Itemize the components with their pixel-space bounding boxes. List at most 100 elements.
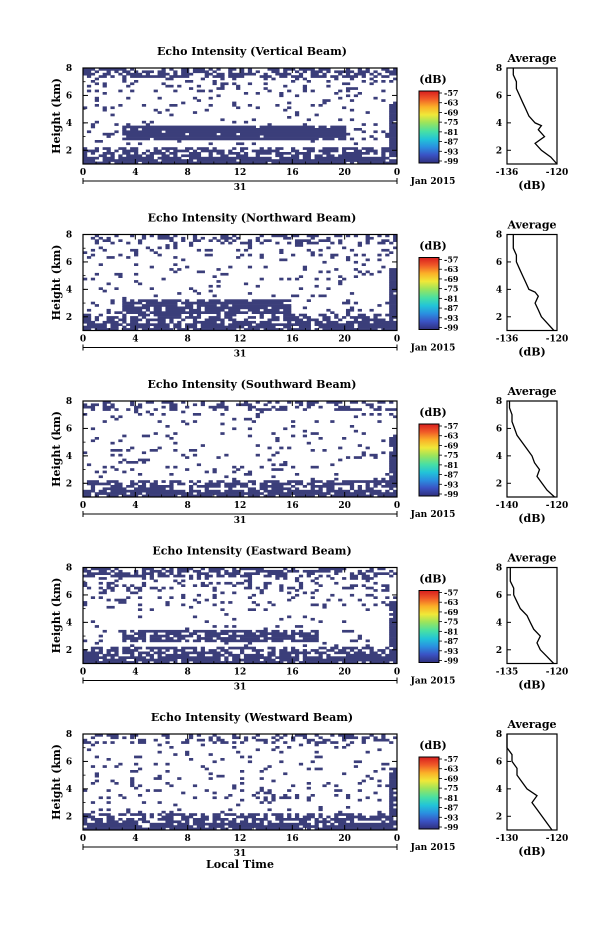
echo-cell <box>224 485 237 488</box>
echo-cell <box>98 808 103 812</box>
echo-cell <box>349 577 359 580</box>
echo-cell <box>134 755 143 759</box>
echo-cell <box>263 72 268 76</box>
echo-cell <box>157 649 162 652</box>
echo-cell <box>236 106 241 110</box>
echo-cell <box>279 796 292 800</box>
echo-cell <box>381 601 386 604</box>
echo-cell <box>126 311 147 314</box>
x-tick-label: 16 <box>286 501 299 511</box>
echo-cell <box>330 241 335 245</box>
echo-cell <box>291 425 296 428</box>
echo-cell <box>134 80 139 83</box>
echo-cell <box>369 405 374 409</box>
echo-cell <box>326 815 331 819</box>
echo-cell <box>393 661 398 664</box>
echo-cell <box>389 629 398 633</box>
echo-cell <box>130 82 135 86</box>
echo-cell <box>381 149 398 153</box>
echo-cell <box>302 77 308 81</box>
echo-cell <box>130 320 139 324</box>
echo-cell <box>153 432 158 435</box>
echo-cell <box>259 256 264 259</box>
echo-cell <box>196 463 202 467</box>
echo-cell <box>389 280 398 283</box>
echo-cell <box>369 308 374 312</box>
echo-cell <box>83 639 88 643</box>
echo-cell <box>181 101 186 105</box>
echo-cell <box>393 449 398 452</box>
echo-cell <box>369 413 374 416</box>
echo-cell <box>130 741 135 744</box>
echo-cell <box>130 629 135 633</box>
echo-cell <box>83 603 88 607</box>
echo-cell <box>267 801 272 804</box>
echo-cell <box>314 154 323 158</box>
date-day: 31 <box>234 516 247 526</box>
echo-cell <box>279 649 288 652</box>
echo-cell <box>232 827 253 831</box>
echo-cell <box>314 743 319 747</box>
echo-cell <box>353 760 362 764</box>
panel-5: Echo Intensity (Westward Beam)2468Height… <box>50 711 568 871</box>
echo-cell <box>338 241 343 245</box>
echo-cell <box>114 765 119 768</box>
echo-cell <box>389 798 398 802</box>
echo-cell <box>149 813 154 816</box>
echo-cell <box>149 449 158 452</box>
echo-cell <box>377 567 386 571</box>
echo-cell <box>263 608 268 611</box>
echo-cell <box>259 147 264 150</box>
echo-cell <box>216 494 245 498</box>
echo-cell <box>228 646 256 650</box>
echo-cell <box>110 415 115 419</box>
echo-cell <box>83 494 92 498</box>
echo-cell <box>389 401 394 404</box>
echo-cell <box>102 156 115 160</box>
echo-cell <box>306 572 315 575</box>
colorbar-tick-label: -69 <box>444 107 459 117</box>
echo-cell <box>349 593 355 597</box>
echo-cell <box>177 637 186 640</box>
echo-cell <box>294 244 304 247</box>
echo-cell <box>126 72 143 76</box>
echo-cell <box>314 320 323 324</box>
echo-cell <box>334 316 339 319</box>
echo-cell <box>212 236 217 240</box>
echo-cell <box>318 646 327 650</box>
echo-cell <box>134 251 139 254</box>
echo-cell <box>188 487 194 491</box>
echo-cell <box>145 318 166 322</box>
echo-cell <box>240 782 245 785</box>
echo-cell <box>149 586 158 590</box>
echo-cell <box>134 280 139 283</box>
echo-cell <box>255 444 260 447</box>
echo-cell <box>181 741 190 744</box>
echo-cell <box>294 796 300 800</box>
echo-cell <box>267 318 280 322</box>
echo-cell <box>381 152 386 155</box>
echo-cell <box>247 487 256 491</box>
echo-cell <box>279 463 288 467</box>
echo-cell <box>228 72 256 76</box>
echo-cell <box>216 480 225 483</box>
echo-cell <box>310 236 315 240</box>
echo-cell <box>153 579 158 583</box>
profile-y-tick-label: 4 <box>496 785 502 795</box>
echo-cell <box>149 482 158 486</box>
echo-cell <box>173 263 178 266</box>
echo-cell <box>240 813 245 816</box>
echo-cell <box>353 456 362 459</box>
echo-cell <box>118 453 123 457</box>
echo-cell <box>322 72 327 76</box>
echo-cell <box>157 572 166 575</box>
echo-cell <box>157 70 166 74</box>
colorbar-tick-label: -75 <box>444 284 458 294</box>
echo-cell <box>102 487 127 491</box>
x-tick-label: 0 <box>80 668 86 678</box>
echo-cell <box>381 736 386 740</box>
echo-cell <box>98 813 111 816</box>
echo-cell <box>318 325 355 329</box>
echo-cell <box>208 152 213 155</box>
x-tick-label: 12 <box>234 501 247 511</box>
